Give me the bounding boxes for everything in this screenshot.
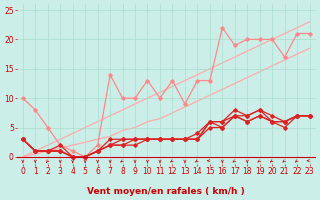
X-axis label: Vent moyen/en rafales ( km/h ): Vent moyen/en rafales ( km/h ) <box>87 187 245 196</box>
